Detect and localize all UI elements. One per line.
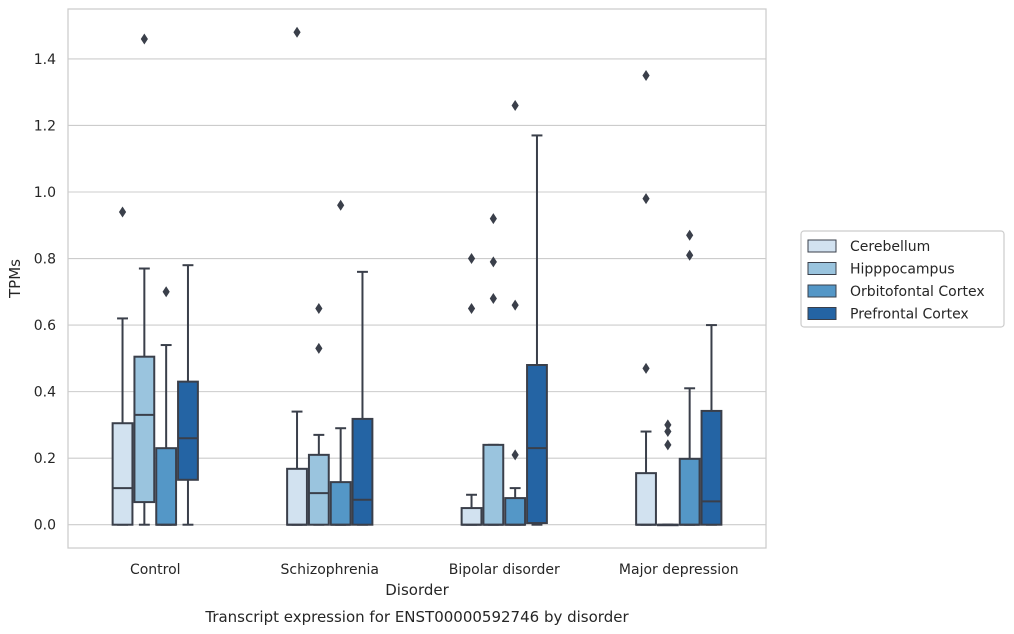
box (111, 422, 134, 526)
box (155, 447, 178, 526)
outlier-point (511, 299, 519, 311)
y-tick-label: 1.2 (34, 118, 56, 134)
y-axis-ticks: 0.0 0.2 0.4 0.6 0.8 1.0 1.2 1.4 (34, 52, 56, 534)
outlier-point (664, 439, 672, 451)
y-tick-label: 0.0 (34, 518, 56, 534)
legend-label: Prefrontal Cortex (850, 307, 969, 323)
box-group (177, 264, 199, 526)
outlier-point (162, 286, 170, 298)
x-tick-label: Schizophrenia (281, 562, 379, 578)
y-axis-label: TPMs (6, 259, 24, 299)
box-group (700, 324, 723, 526)
outlier-point (489, 256, 497, 268)
box-group (111, 206, 134, 526)
box (504, 497, 527, 526)
box-group (307, 302, 330, 526)
box (133, 355, 156, 504)
box (177, 380, 199, 481)
box-group (155, 286, 178, 526)
outlier-point (140, 33, 148, 45)
box (635, 472, 657, 526)
box-group (460, 253, 483, 526)
y-tick-label: 1.4 (34, 52, 56, 68)
legend: Cerebellum Hipppocampus Orbitofontal Corte… (800, 230, 1005, 328)
box (307, 453, 330, 526)
x-tick-label: Bipolar disorder (449, 562, 560, 578)
legend-swatch (807, 262, 837, 275)
box (460, 507, 483, 526)
outlier-point (467, 302, 476, 314)
box-group (351, 270, 374, 526)
x-axis-ticks: Control Schizophrenia Bipolar disorder Majo… (130, 562, 739, 578)
outlier-point (489, 292, 497, 304)
outlier-point (664, 419, 672, 431)
outlier-point (489, 213, 497, 225)
outlier-point (642, 362, 650, 374)
box-group (656, 419, 679, 527)
box-group (526, 134, 548, 526)
legend-label: Hipppocampus (850, 262, 955, 278)
box-group (504, 99, 527, 526)
plot-frame (67, 8, 767, 549)
box-group (635, 70, 657, 526)
box-group (482, 213, 505, 526)
box (286, 467, 308, 526)
outlier-point (664, 426, 672, 438)
box-group (678, 229, 701, 526)
legend-label: Orbitofontal Cortex (850, 284, 985, 300)
legend-swatch (807, 239, 837, 253)
outlier-point (315, 342, 323, 354)
legend-swatch (807, 307, 837, 320)
box (351, 417, 374, 526)
y-tick-label: 0.2 (34, 451, 56, 467)
box (678, 457, 701, 526)
box (482, 443, 505, 526)
outlier-point (686, 229, 694, 241)
outlier-point (642, 193, 650, 205)
legend-label: Cerebellum (850, 239, 930, 255)
legend-box (800, 230, 1005, 328)
outlier-point (642, 70, 650, 82)
x-axis-label: Disorder (385, 581, 449, 599)
box (329, 481, 352, 526)
outlier-point (118, 206, 127, 218)
y-tick-label: 1.0 (34, 185, 56, 201)
outlier-point (467, 253, 476, 265)
box-group (133, 33, 156, 526)
outlier-point (511, 99, 519, 111)
box (700, 409, 723, 526)
box-plot-marks (111, 26, 723, 527)
y-tick-label: 0.6 (34, 318, 56, 334)
y-tick-label: 0.8 (34, 252, 56, 268)
outlier-point (337, 199, 345, 211)
outlier-point (686, 249, 694, 261)
chart-caption: Transcript expression for ENST0000059274… (204, 608, 629, 626)
x-tick-label: Major depression (619, 562, 739, 578)
outlier-point (511, 449, 519, 461)
box-group (329, 199, 352, 526)
legend-swatch (807, 284, 837, 298)
y-tick-label: 0.4 (34, 385, 56, 401)
box (526, 364, 548, 525)
outlier-point (293, 26, 301, 38)
box-group (286, 26, 308, 526)
outlier-point (315, 302, 323, 314)
x-tick-label: Control (130, 562, 181, 578)
